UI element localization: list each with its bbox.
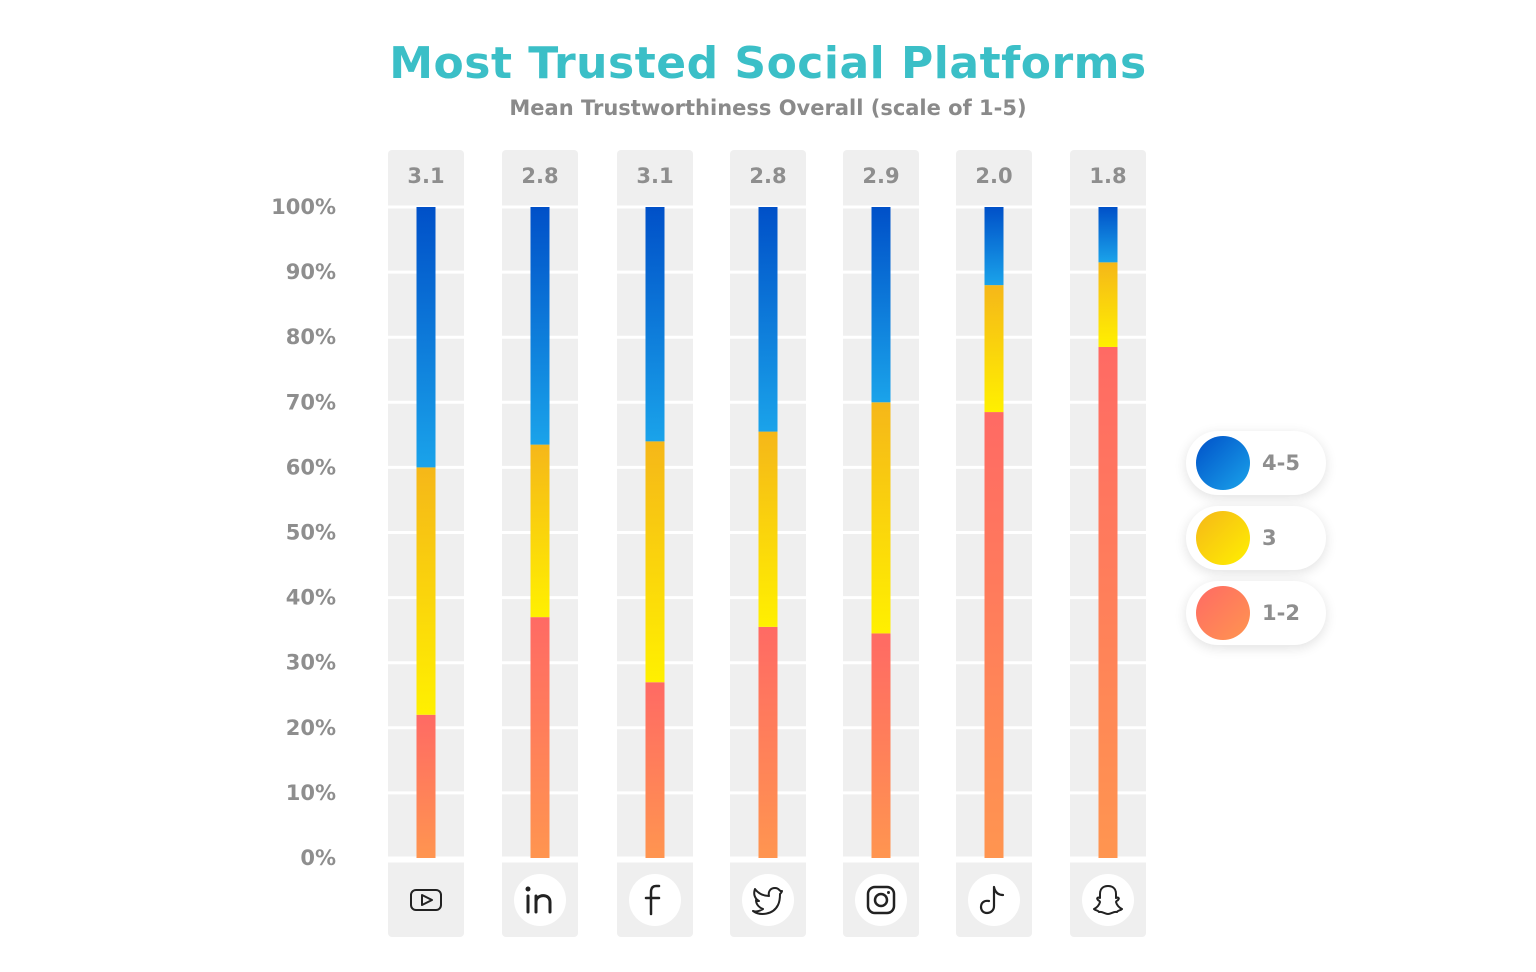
twitter-icon [742,874,794,926]
y-tick-label: 90% [286,260,336,284]
y-tick-label: 100% [271,195,336,219]
bar-segment-snapchat-4-5 [1098,207,1118,263]
y-tick-label: 40% [286,586,336,610]
legend-swatch-4-5 [1196,436,1250,490]
chart-subtitle: Mean Trustworthiness Overall (scale of 1… [509,96,1027,120]
y-tick-label: 70% [286,390,336,414]
legend-item-1-2: 1-2 [1186,581,1326,645]
y-tick-label: 50% [286,521,336,545]
bar-segment-youtube-1-2 [416,714,436,858]
legend-swatch-3 [1196,511,1250,565]
y-tick-label: 60% [286,455,336,479]
youtube-icon [410,889,442,911]
legend-item-4-5: 4-5 [1186,431,1326,495]
y-tick-label: 80% [286,325,336,349]
chart-title: Most Trusted Social Platforms [389,38,1147,89]
y-tick-label: 20% [286,716,336,740]
bar-segment-linkedin-3 [530,444,550,618]
legend-label-3: 3 [1262,526,1277,550]
mean-score-snapchat: 1.8 [1089,164,1126,188]
bar-segment-snapchat-3 [1098,262,1118,347]
mean-score-linkedin: 2.8 [521,164,558,188]
tiktok-icon [968,874,1020,926]
bar-segment-twitter-1-2 [758,626,778,858]
mean-score-youtube: 3.1 [407,164,444,188]
bar-segment-tiktok-3 [984,285,1004,413]
bar-segment-snapchat-1-2 [1098,346,1118,858]
bar-segment-youtube-3 [416,467,436,715]
mean-score-facebook: 3.1 [636,164,673,188]
y-tick-label: 10% [286,781,336,805]
snapchat-icon [1082,874,1134,926]
bar-segment-facebook-4-5 [645,207,665,442]
instagram-icon [855,874,907,926]
legend-label-4-5: 4-5 [1262,451,1300,475]
mean-score-instagram: 2.9 [862,164,899,188]
bar-segment-facebook-1-2 [645,682,665,858]
facebook-icon [629,874,681,926]
legend-label-1-2: 1-2 [1262,601,1300,625]
legend-swatch-1-2 [1196,586,1250,640]
bar-segment-twitter-4-5 [758,207,778,432]
bar-segment-twitter-3 [758,431,778,627]
y-tick-label: 0% [300,846,336,870]
bar-segment-facebook-3 [645,441,665,683]
bar-segment-linkedin-1-2 [530,617,550,858]
bar-segment-instagram-1-2 [871,633,891,858]
bar-segment-youtube-4-5 [416,207,436,468]
linkedin-icon [514,874,566,926]
bar-segment-instagram-4-5 [871,207,891,403]
y-tick-label: 30% [286,651,336,675]
bar-segment-instagram-3 [871,402,891,634]
bar-segment-tiktok-1-2 [984,412,1004,858]
mean-score-twitter: 2.8 [749,164,786,188]
legend-item-3: 3 [1186,506,1326,570]
mean-score-tiktok: 2.0 [975,164,1012,188]
bar-segment-tiktok-4-5 [984,207,1004,286]
bar-segment-linkedin-4-5 [530,207,550,445]
